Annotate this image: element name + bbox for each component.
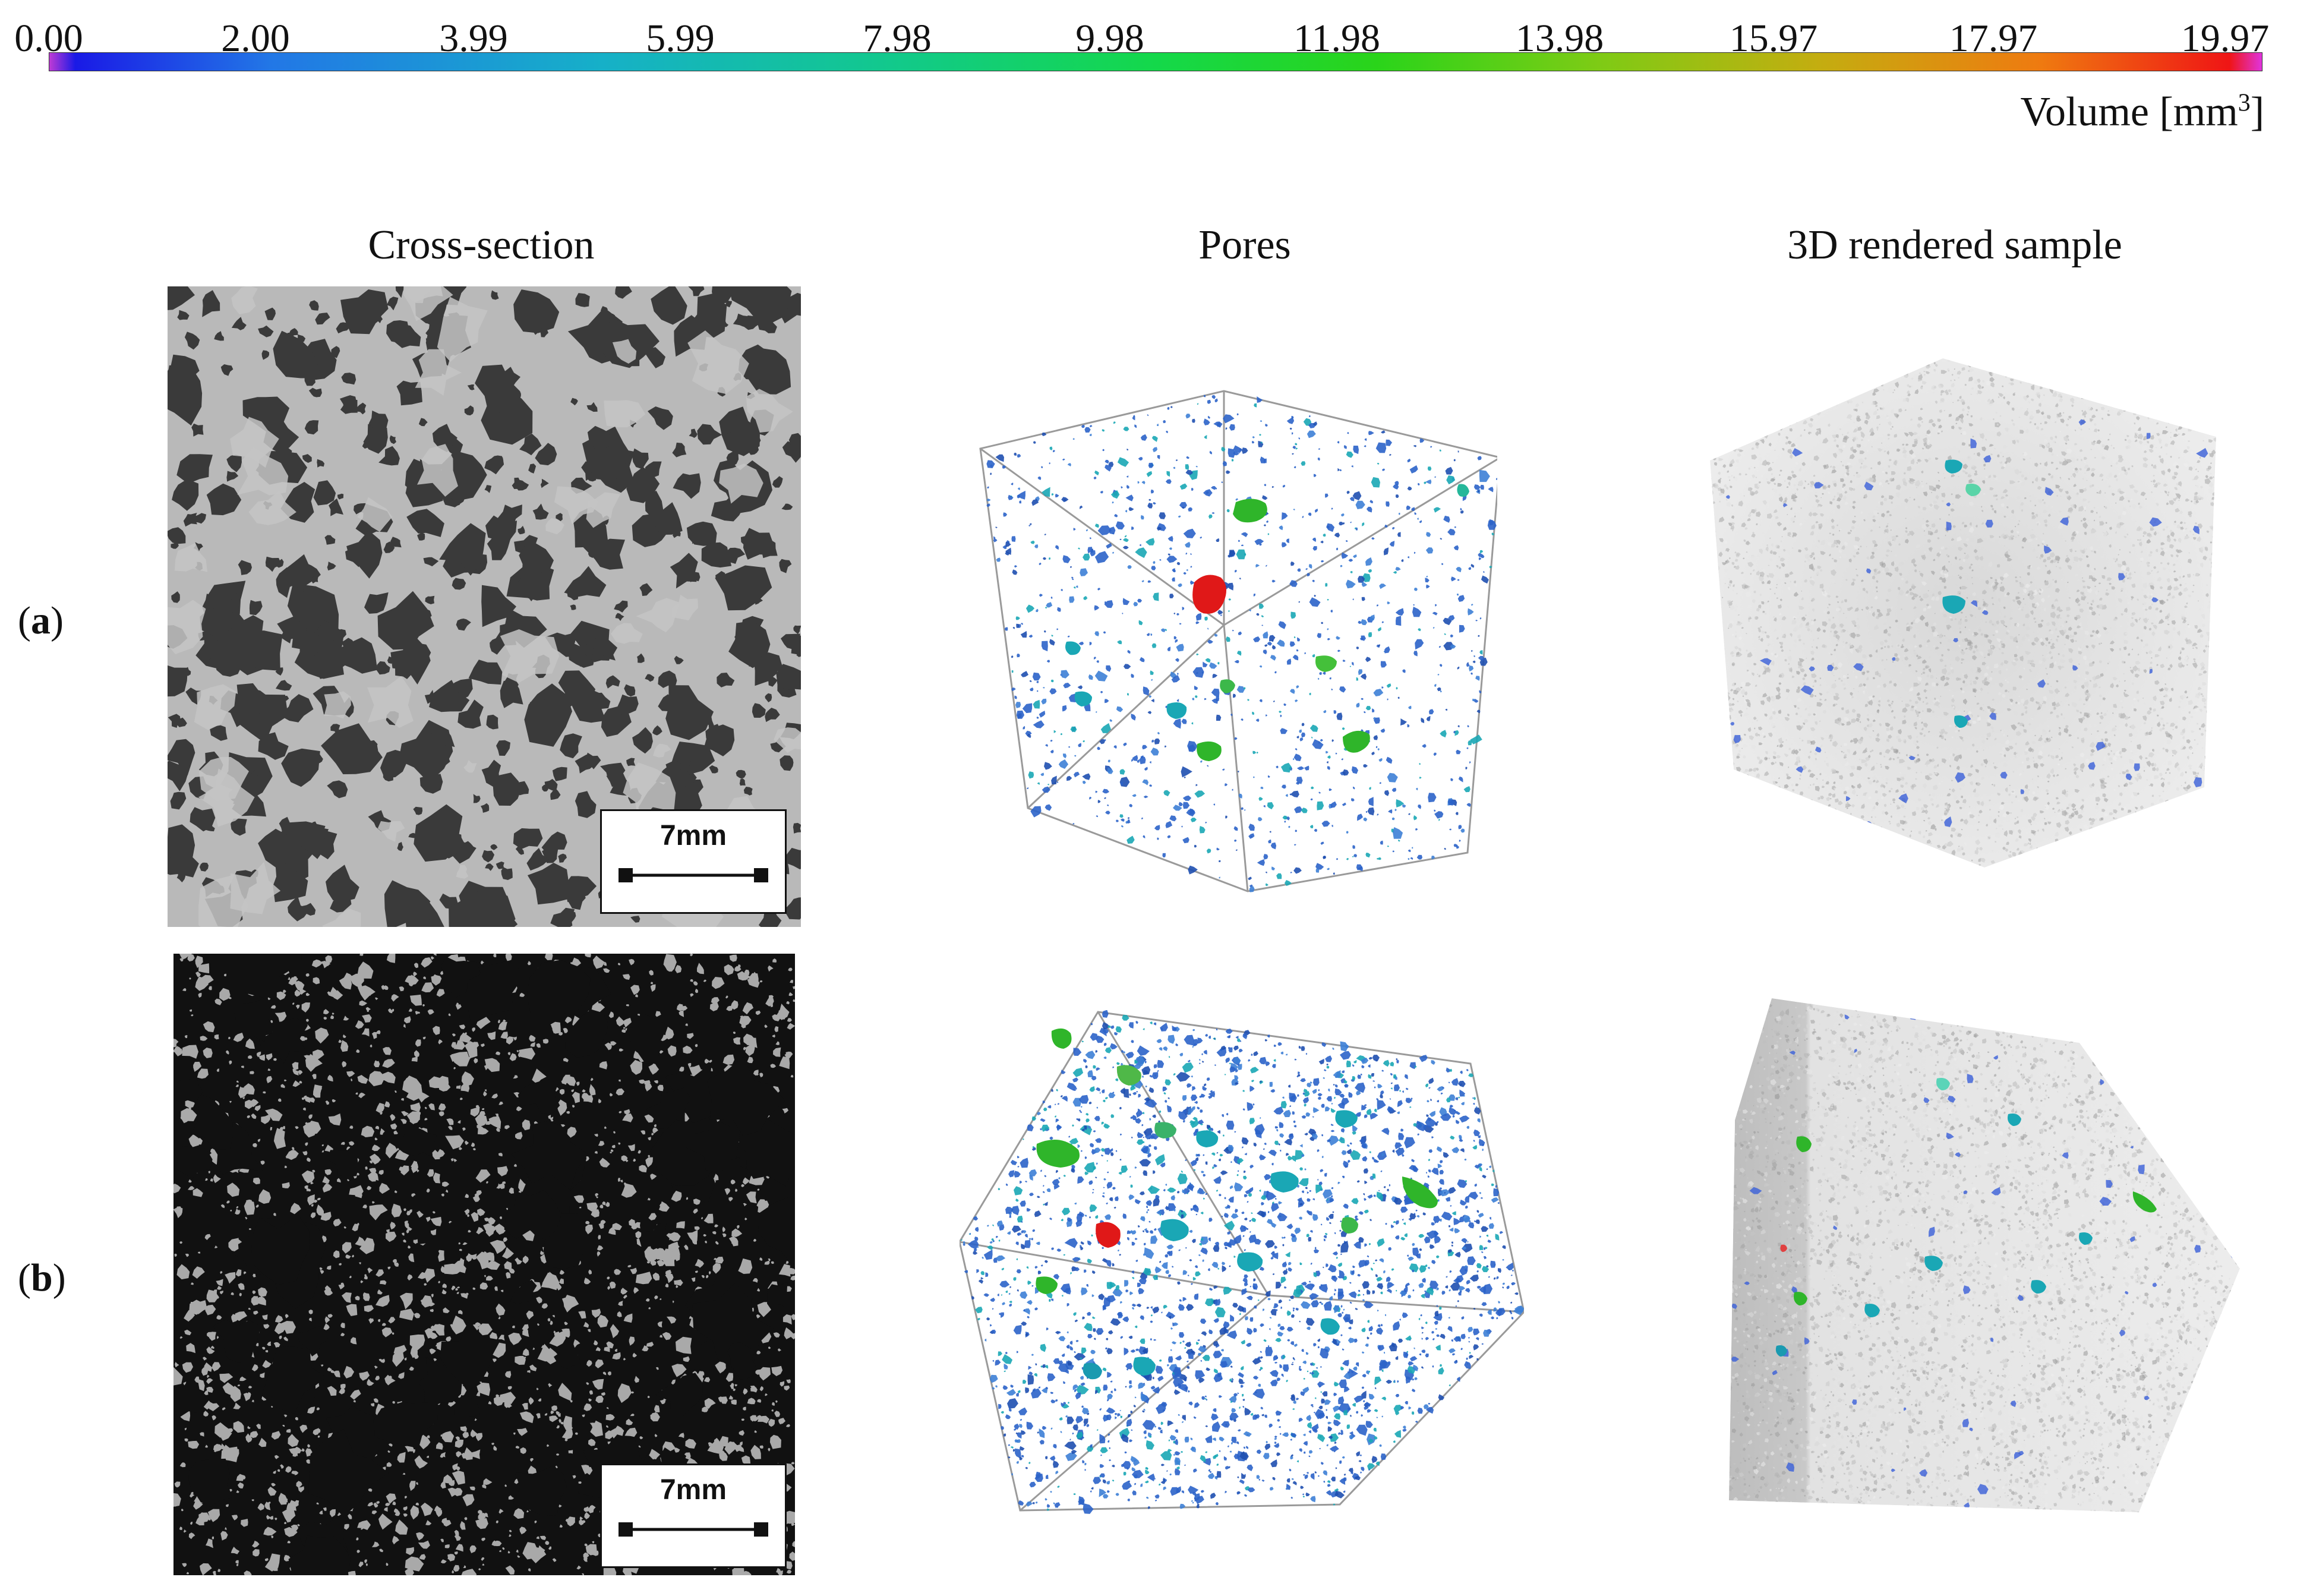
pore-green bbox=[1402, 1177, 1438, 1209]
pore-cyan bbox=[1775, 1345, 1787, 1357]
pore-cyan bbox=[1864, 1304, 1880, 1317]
pore-green bbox=[1794, 1292, 1807, 1305]
pore-cyan bbox=[1320, 1318, 1340, 1335]
scale-bar: 7mm bbox=[600, 1463, 787, 1568]
pores-cube-a bbox=[979, 390, 1497, 892]
pore-cyan bbox=[1457, 484, 1469, 497]
pore-cyan bbox=[1065, 641, 1081, 655]
pores-cube-b bbox=[960, 1010, 1524, 1514]
pore-cyan bbox=[2008, 1114, 2021, 1126]
pore-green bbox=[1116, 1065, 1141, 1086]
pore-green bbox=[1220, 679, 1235, 693]
pore-cyan bbox=[1160, 1219, 1189, 1241]
pore-cyan bbox=[1924, 1256, 1943, 1271]
pore-green bbox=[1036, 1276, 1058, 1294]
pore-green bbox=[1233, 499, 1267, 523]
pore-cyan bbox=[1083, 1362, 1102, 1380]
cube-wireframe bbox=[979, 390, 1497, 892]
colorbar-gradient bbox=[49, 52, 2262, 71]
rendered-sample-b bbox=[1729, 998, 2240, 1512]
pore-green bbox=[1965, 484, 1981, 496]
pore-green bbox=[2132, 1191, 2157, 1213]
large-pores bbox=[1036, 1028, 1438, 1380]
scale-bar-label: 7mm bbox=[659, 1474, 727, 1506]
pore-green bbox=[1051, 1028, 1072, 1049]
scale-bar-line bbox=[619, 1522, 768, 1537]
rendered-pores bbox=[1942, 459, 1981, 728]
scale-bar-line bbox=[619, 868, 768, 882]
colorbar-tick-label: 19.97 bbox=[2181, 17, 2270, 60]
pore-green bbox=[1315, 655, 1337, 672]
cross-section-image-a: 7mm bbox=[168, 286, 801, 927]
pore-cyan bbox=[1335, 1110, 1358, 1128]
cross-section-image-b: 7mm bbox=[173, 954, 795, 1575]
pore-green bbox=[1343, 730, 1370, 753]
row-label-a: (a) bbox=[18, 599, 64, 642]
pore-green bbox=[1796, 1136, 1812, 1152]
colorbar-tick-label: 5.99 bbox=[646, 17, 715, 60]
colorbar-tick-label: 3.99 bbox=[439, 17, 508, 60]
pore-cyan bbox=[1237, 1252, 1263, 1272]
pore-cyan bbox=[1133, 1357, 1156, 1376]
pore-cyan bbox=[1945, 459, 1962, 474]
scale-bar: 7mm bbox=[600, 809, 787, 914]
colorbar-axis-label: Volume [mm3] bbox=[2020, 89, 2264, 135]
pore-green bbox=[1036, 1139, 1080, 1168]
pore-cyan bbox=[1942, 595, 1965, 614]
pore-cyan bbox=[1196, 1130, 1219, 1147]
column-title-pores: Pores bbox=[1198, 222, 1291, 268]
pore-red bbox=[1780, 1244, 1787, 1252]
rendered-sample-a bbox=[1710, 358, 2216, 868]
pore-cyan bbox=[2079, 1232, 2093, 1245]
colorbar-tick-label: 13.98 bbox=[1515, 17, 1604, 60]
pore-cyan bbox=[1954, 715, 1968, 728]
rendered-pores bbox=[1775, 1078, 2157, 1357]
colorbar-tick-label: 15.97 bbox=[1729, 17, 1818, 60]
pore-green bbox=[1197, 741, 1222, 761]
colorbar-tick-label: 17.97 bbox=[1949, 17, 2038, 60]
colorbar-tick-label: 7.98 bbox=[863, 17, 932, 60]
colorbar-tick-label: 9.98 bbox=[1075, 17, 1144, 60]
pore-red bbox=[1096, 1222, 1121, 1248]
scale-bar-label: 7mm bbox=[659, 820, 727, 851]
row-label-b: (b) bbox=[18, 1256, 66, 1299]
column-title-cross-section: Cross-section bbox=[368, 222, 595, 268]
pore-green bbox=[1154, 1122, 1176, 1138]
pore-cyan bbox=[2031, 1280, 2046, 1294]
colorbar-tick-label: 11.98 bbox=[1293, 17, 1381, 60]
cross-section-texture bbox=[168, 286, 801, 927]
pore-cyan bbox=[1074, 691, 1092, 706]
colorbar-tick-label: 0.00 bbox=[14, 17, 83, 60]
colorbar: 0.00 2.00 3.99 5.99 7.98 9.98 11.98 13.9… bbox=[0, 0, 2313, 154]
pore-cyan bbox=[1166, 702, 1187, 719]
pore-red bbox=[1192, 575, 1226, 614]
pore-green bbox=[1341, 1217, 1358, 1234]
column-title-3d-rendered: 3D rendered sample bbox=[1787, 222, 2122, 268]
colorbar-tick-label: 2.00 bbox=[221, 17, 290, 60]
pore-cyan bbox=[1270, 1171, 1299, 1193]
pore-cyan bbox=[1936, 1078, 1950, 1090]
large-pores bbox=[1065, 484, 1469, 761]
